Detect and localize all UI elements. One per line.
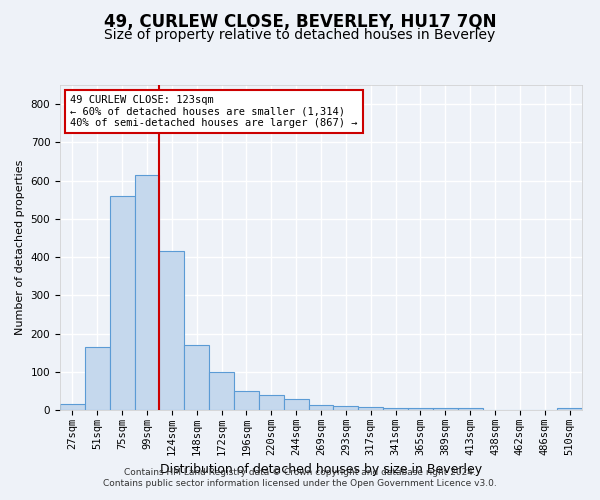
Bar [284,398,308,410]
Bar [334,406,358,410]
Bar [209,372,234,410]
Bar [557,408,582,410]
X-axis label: Distribution of detached houses by size in Beverley: Distribution of detached houses by size … [160,464,482,476]
Bar [358,407,383,410]
Bar [160,252,184,410]
Text: 49, CURLEW CLOSE, BEVERLEY, HU17 7QN: 49, CURLEW CLOSE, BEVERLEY, HU17 7QN [104,12,496,30]
Bar [184,345,209,410]
Bar [234,391,259,410]
Bar [308,406,334,410]
Bar [110,196,134,410]
Text: Contains HM Land Registry data © Crown copyright and database right 2024.
Contai: Contains HM Land Registry data © Crown c… [103,468,497,487]
Bar [383,408,408,410]
Bar [259,396,284,410]
Bar [433,408,458,410]
Text: 49 CURLEW CLOSE: 123sqm
← 60% of detached houses are smaller (1,314)
40% of semi: 49 CURLEW CLOSE: 123sqm ← 60% of detache… [70,94,358,128]
Bar [85,347,110,410]
Bar [134,175,160,410]
Text: Size of property relative to detached houses in Beverley: Size of property relative to detached ho… [104,28,496,42]
Y-axis label: Number of detached properties: Number of detached properties [15,160,25,335]
Bar [408,408,433,410]
Bar [458,408,482,410]
Bar [60,404,85,410]
